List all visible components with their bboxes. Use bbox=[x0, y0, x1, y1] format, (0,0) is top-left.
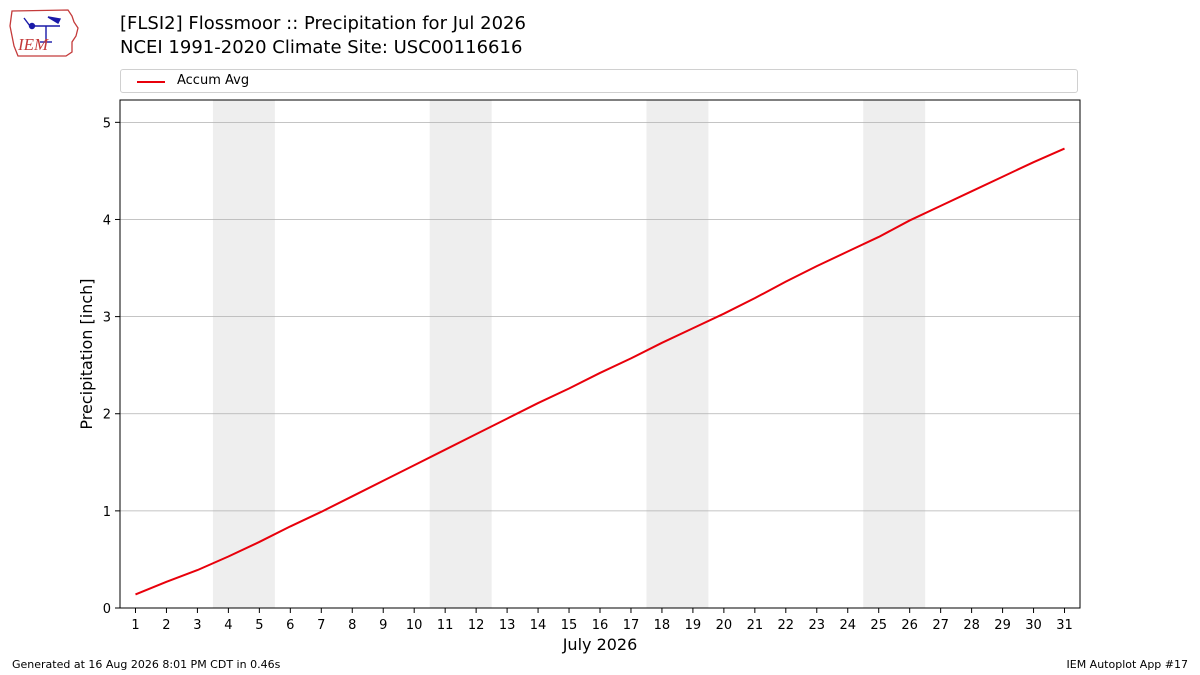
weather-station-icon bbox=[23, 16, 62, 43]
data-point-19 bbox=[692, 327, 694, 329]
tick-label-x-27: 27 bbox=[932, 618, 949, 633]
data-point-29 bbox=[1002, 176, 1004, 178]
data-point-9 bbox=[382, 480, 384, 482]
tick-label-y-1: 1 bbox=[103, 505, 111, 520]
data-point-24 bbox=[847, 251, 849, 253]
plot-frame bbox=[119, 99, 1081, 609]
tick-label-x-22: 22 bbox=[778, 618, 795, 633]
weekend-band-4 bbox=[863, 100, 926, 608]
tick-label-x-11: 11 bbox=[437, 618, 454, 633]
data-point-16 bbox=[599, 372, 601, 374]
tick-label-y-0: 0 bbox=[103, 602, 111, 617]
weekend-band-1 bbox=[212, 100, 275, 608]
tick-label-x-10: 10 bbox=[406, 618, 423, 633]
tick-label-y-4: 4 bbox=[103, 213, 111, 228]
data-point-11 bbox=[444, 449, 446, 451]
data-point-12 bbox=[475, 433, 477, 435]
data-point-26 bbox=[909, 219, 911, 221]
y-axis-label: Precipitation [inch] bbox=[77, 278, 96, 429]
data-point-20 bbox=[723, 313, 725, 315]
tick-label-y-5: 5 bbox=[103, 116, 111, 131]
generated-timestamp: Generated at 16 Aug 2026 8:01 PM CDT in … bbox=[12, 658, 281, 671]
tick-label-x-18: 18 bbox=[654, 618, 671, 633]
tick-label-x-25: 25 bbox=[870, 618, 887, 633]
data-point-15 bbox=[568, 387, 570, 389]
data-point-4 bbox=[227, 556, 229, 558]
data-point-5 bbox=[258, 541, 260, 543]
data-point-21 bbox=[754, 297, 756, 299]
tick-label-x-14: 14 bbox=[530, 618, 547, 633]
tick-label-x-31: 31 bbox=[1056, 618, 1073, 633]
y-gridlines bbox=[120, 121, 1080, 609]
tick-label-x-29: 29 bbox=[994, 618, 1011, 633]
weekend-band-3 bbox=[646, 100, 709, 608]
legend-label-accum-avg: Accum Avg bbox=[177, 73, 250, 88]
data-point-22 bbox=[785, 281, 787, 283]
x-axis-ticks: 1 2 3 4 5 6 7 8 9 10 11 12 13 14 15 16 17 18 19 20 21 22 23 24 2… bbox=[131, 608, 1073, 633]
app-credit: IEM Autoplot App #17 bbox=[1066, 658, 1189, 671]
tick-label-x-13: 13 bbox=[499, 618, 516, 633]
data-point-27 bbox=[940, 205, 942, 207]
legend-swatch-accum-avg bbox=[137, 81, 165, 83]
tick-label-x-7: 7 bbox=[317, 618, 325, 633]
data-point-13 bbox=[506, 418, 508, 420]
tick-label-x-15: 15 bbox=[561, 618, 578, 633]
tick-label-x-16: 16 bbox=[592, 618, 609, 633]
tick-label-x-24: 24 bbox=[839, 618, 856, 633]
data-point-1 bbox=[134, 593, 136, 595]
tick-label-x-12: 12 bbox=[468, 618, 485, 633]
legend: Accum Avg bbox=[120, 69, 1078, 93]
data-point-23 bbox=[816, 265, 818, 267]
tick-label-x-9: 9 bbox=[379, 618, 387, 633]
tick-label-x-2: 2 bbox=[162, 618, 170, 633]
tick-label-x-5: 5 bbox=[255, 618, 263, 633]
tick-label-x-6: 6 bbox=[286, 618, 294, 633]
tick-label-x-3: 3 bbox=[193, 618, 201, 633]
data-point-14 bbox=[537, 402, 539, 404]
chart-subtitle: NCEI 1991-2020 Climate Site: USC00116616 bbox=[120, 37, 523, 58]
y-axis-ticks: 0 1 2 3 4 5 bbox=[103, 116, 120, 617]
series-line-accum-avg bbox=[135, 147, 1065, 596]
chart-title: [FLSI2] Flossmoor :: Precipitation for J… bbox=[120, 13, 526, 34]
tick-label-y-2: 2 bbox=[103, 408, 111, 423]
data-point-17 bbox=[630, 357, 632, 359]
tick-label-x-30: 30 bbox=[1025, 618, 1042, 633]
data-point-31 bbox=[1064, 148, 1066, 150]
tick-label-x-21: 21 bbox=[747, 618, 764, 633]
data-point-6 bbox=[289, 525, 291, 527]
data-point-8 bbox=[351, 495, 353, 497]
data-point-7 bbox=[320, 511, 322, 513]
tick-label-x-28: 28 bbox=[963, 618, 980, 633]
logo-text: IEM bbox=[17, 35, 49, 54]
tick-label-x-1: 1 bbox=[131, 618, 139, 633]
weekend-shading bbox=[212, 100, 926, 608]
data-point-18 bbox=[661, 342, 663, 344]
data-point-28 bbox=[971, 190, 973, 192]
tick-label-x-26: 26 bbox=[901, 618, 918, 633]
x-axis-label: July 2026 bbox=[562, 635, 638, 654]
data-point-3 bbox=[196, 569, 198, 571]
weekend-band-2 bbox=[429, 100, 492, 608]
tick-label-x-20: 20 bbox=[716, 618, 733, 633]
tick-label-x-19: 19 bbox=[685, 618, 702, 633]
tick-label-x-8: 8 bbox=[348, 618, 356, 633]
data-point-25 bbox=[878, 236, 880, 238]
data-point-30 bbox=[1033, 161, 1035, 163]
series-lines bbox=[134, 147, 1066, 596]
tick-label-x-17: 17 bbox=[623, 618, 640, 633]
tick-label-y-3: 3 bbox=[103, 311, 111, 326]
data-point-10 bbox=[413, 464, 415, 466]
data-point-2 bbox=[165, 581, 167, 583]
tick-label-x-23: 23 bbox=[809, 618, 826, 633]
tick-label-x-4: 4 bbox=[224, 618, 232, 633]
iem-logo: IEM bbox=[9, 9, 79, 57]
